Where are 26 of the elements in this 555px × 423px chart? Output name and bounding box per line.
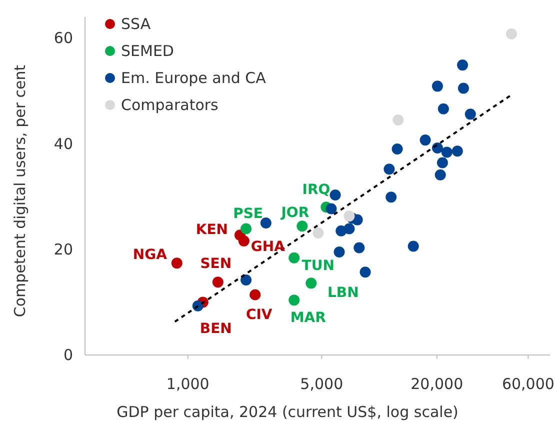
x-axis-title: GDP per capita, 2024 (current US$, log scale) [116, 403, 458, 421]
legend-label: Em. Europe and CA [121, 69, 267, 87]
y-tick-label: 20 [54, 240, 73, 258]
legend-label: Comparators [121, 96, 219, 114]
x-tick-label: 1,000 [166, 375, 210, 393]
x-tick-label: 20,000 [410, 375, 464, 393]
y-tick-label: 60 [54, 29, 73, 48]
y-axis-title: Competent digital users, per cent [11, 64, 29, 318]
legend-label: SSA [121, 15, 152, 33]
y-tick-label: 0 [63, 346, 73, 364]
annotation: JOR [280, 205, 310, 222]
annotation: MAR [290, 310, 326, 326]
annotation: TUN [302, 258, 334, 274]
annotation: GHA [250, 238, 286, 255]
x-tick-label: 60,000 [502, 375, 554, 393]
annotation: CIV [246, 306, 272, 323]
annotation: IRQ [302, 182, 330, 198]
annotation: KEN [196, 222, 228, 238]
y-tick-label: 40 [54, 134, 73, 153]
x-tick-label: 5,000 [300, 375, 344, 393]
annotation: SEN [200, 256, 232, 272]
annotation: BEN [200, 321, 232, 338]
annotation: LBN [327, 285, 359, 302]
legend-label: SEMED [121, 42, 174, 60]
annotation: NGA [132, 247, 168, 264]
annotation: PSE [233, 206, 263, 222]
